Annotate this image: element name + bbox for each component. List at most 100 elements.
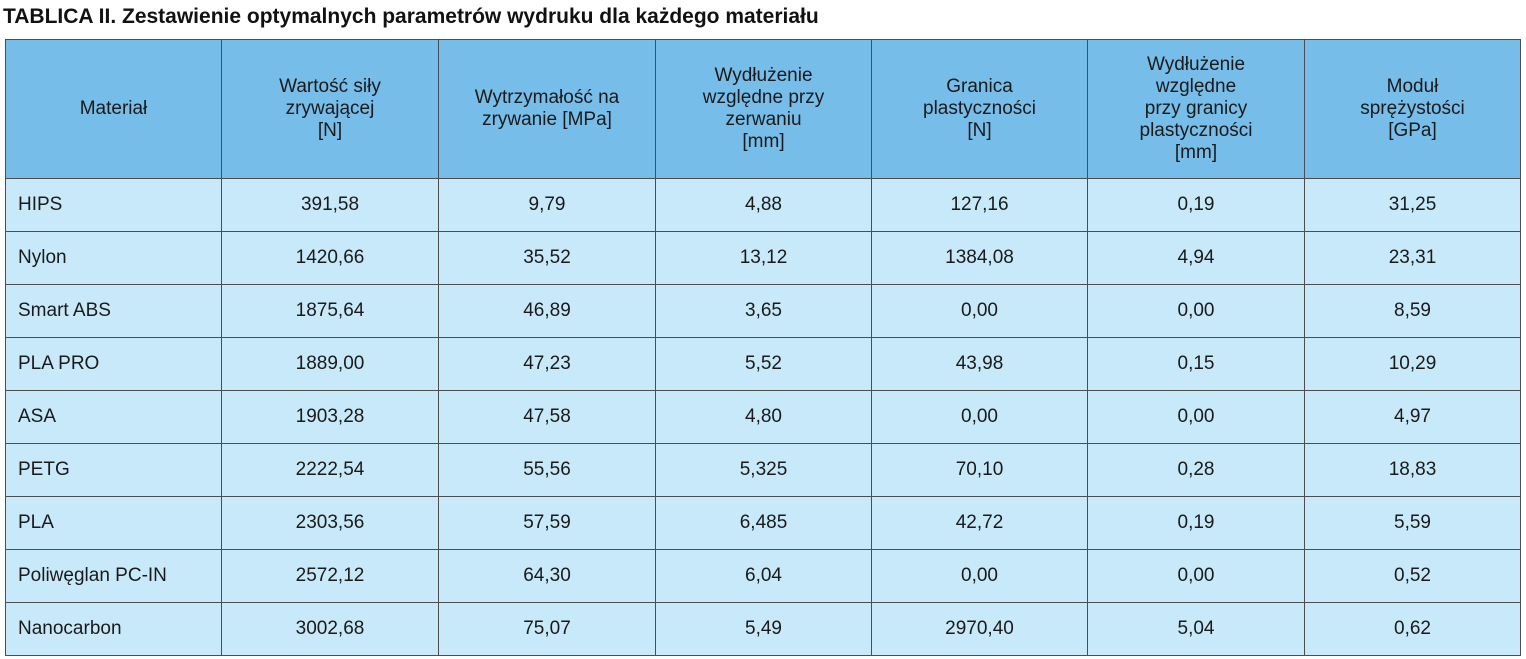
material-name-cell: Nanocarbon xyxy=(5,602,222,656)
header-text: zrywającej xyxy=(285,98,375,119)
table-row: PLA PRO 1889,00 47,23 5,52 43,98 0,15 10… xyxy=(5,337,1521,391)
header-text: względne xyxy=(1155,76,1237,97)
yield-point-cell: 2970,40 xyxy=(871,602,1088,656)
elastic-modulus-cell: 31,25 xyxy=(1304,178,1521,232)
header-text: Wartość siły xyxy=(279,76,381,97)
elongation-at-break-cell: 5,325 xyxy=(655,443,872,497)
tensile-strength-cell: 64,30 xyxy=(438,549,656,603)
yield-point-cell: 0,00 xyxy=(871,284,1088,338)
elongation-at-break-cell: 4,80 xyxy=(655,390,872,444)
header-cell-yield-point: Granica plastyczności [N] xyxy=(871,39,1088,179)
tensile-strength-cell: 9,79 xyxy=(438,178,656,232)
elongation-at-yield-cell: 0,00 xyxy=(1087,284,1305,338)
material-name-cell: HIPS xyxy=(5,178,222,232)
elastic-modulus-cell: 8,59 xyxy=(1304,284,1521,338)
yield-point-cell: 43,98 xyxy=(871,337,1088,391)
header-text: przy granicy xyxy=(1144,98,1248,119)
header-text: [N] xyxy=(317,120,343,141)
elongation-at-yield-cell: 0,19 xyxy=(1087,496,1305,550)
header-text: Granica xyxy=(946,76,1013,97)
breaking-force-cell: 2572,12 xyxy=(221,549,439,603)
yield-point-cell: 127,16 xyxy=(871,178,1088,232)
tensile-strength-cell: 57,59 xyxy=(438,496,656,550)
table-row: Nanocarbon 3002,68 75,07 5,49 2970,40 5,… xyxy=(5,602,1521,656)
tensile-strength-cell: 35,52 xyxy=(438,231,656,285)
tensile-strength-cell: 46,89 xyxy=(438,284,656,338)
header-text: [GPa] xyxy=(1388,120,1437,141)
elastic-modulus-cell: 5,59 xyxy=(1304,496,1521,550)
tensile-strength-cell: 55,56 xyxy=(438,443,656,497)
header-text: [mm] xyxy=(1174,142,1218,163)
header-cell-material: Materiał xyxy=(5,39,222,179)
elongation-at-break-cell: 13,12 xyxy=(655,231,872,285)
breaking-force-cell: 3002,68 xyxy=(221,602,439,656)
breaking-force-cell: 1875,64 xyxy=(221,284,439,338)
header-cell-elongation-at-yield: Wydłużenie względne przy granicy plastyc… xyxy=(1087,39,1305,179)
elastic-modulus-cell: 18,83 xyxy=(1304,443,1521,497)
elastic-modulus-cell: 23,31 xyxy=(1304,231,1521,285)
elongation-at-break-cell: 6,485 xyxy=(655,496,872,550)
header-text: zrywanie [MPa] xyxy=(482,109,612,130)
breaking-force-cell: 1889,00 xyxy=(221,337,439,391)
yield-point-cell: 0,00 xyxy=(871,390,1088,444)
header-text: Moduł xyxy=(1386,76,1439,97)
material-name-cell: Nylon xyxy=(5,231,222,285)
table-row: PETG 2222,54 55,56 5,325 70,10 0,28 18,8… xyxy=(5,443,1521,497)
header-text: Materiał xyxy=(79,98,148,119)
header-text: plastyczności xyxy=(923,98,1036,119)
table-row: PLA 2303,56 57,59 6,485 42,72 0,19 5,59 xyxy=(5,496,1521,550)
table-row: Nylon 1420,66 35,52 13,12 1384,08 4,94 2… xyxy=(5,231,1521,285)
breaking-force-cell: 1903,28 xyxy=(221,390,439,444)
yield-point-cell: 1384,08 xyxy=(871,231,1088,285)
header-row: Materiał Wartość siły zrywającej [N] Wyt… xyxy=(5,39,1521,179)
table-caption: TABLICA II. Zestawienie optymalnych para… xyxy=(3,5,819,28)
elongation-at-break-cell: 4,88 xyxy=(655,178,872,232)
tensile-strength-cell: 75,07 xyxy=(438,602,656,656)
table-row: HIPS 391,58 9,79 4,88 127,16 0,19 31,25 xyxy=(5,178,1521,232)
elongation-at-break-cell: 6,04 xyxy=(655,549,872,603)
header-text: plastyczności xyxy=(1139,120,1253,141)
breaking-force-cell: 391,58 xyxy=(221,178,439,232)
elastic-modulus-cell: 0,52 xyxy=(1304,549,1521,603)
parameters-table: Materiał Wartość siły zrywającej [N] Wyt… xyxy=(5,39,1521,656)
material-name-cell: PLA xyxy=(5,496,222,550)
table-row: Poliwęglan PC-IN 2572,12 64,30 6,04 0,00… xyxy=(5,549,1521,603)
elastic-modulus-cell: 0,62 xyxy=(1304,602,1521,656)
header-text: Wydłużenie xyxy=(714,65,813,86)
elongation-at-yield-cell: 0,00 xyxy=(1087,549,1305,603)
yield-point-cell: 0,00 xyxy=(871,549,1088,603)
breaking-force-cell: 2303,56 xyxy=(221,496,439,550)
elastic-modulus-cell: 10,29 xyxy=(1304,337,1521,391)
elastic-modulus-cell: 4,97 xyxy=(1304,390,1521,444)
header-cell-elongation-at-break: Wydłużenie względne przy zerwaniu [mm] xyxy=(655,39,872,179)
material-name-cell: ASA xyxy=(5,390,222,444)
tensile-strength-cell: 47,58 xyxy=(438,390,656,444)
material-name-cell: Poliwęglan PC-IN xyxy=(5,549,222,603)
elongation-at-yield-cell: 0,15 xyxy=(1087,337,1305,391)
header-cell-tensile-strength: Wytrzymałość na zrywanie [MPa] xyxy=(438,39,656,179)
header-text: sprężystości xyxy=(1360,98,1465,119)
material-name-cell: PETG xyxy=(5,443,222,497)
header-cell-elastic-modulus: Moduł sprężystości [GPa] xyxy=(1304,39,1521,179)
header-text: Wydłużenie xyxy=(1146,54,1246,75)
elongation-at-yield-cell: 5,04 xyxy=(1087,602,1305,656)
elongation-at-break-cell: 5,49 xyxy=(655,602,872,656)
yield-point-cell: 70,10 xyxy=(871,443,1088,497)
breaking-force-cell: 1420,66 xyxy=(221,231,439,285)
header-cell-breaking-force: Wartość siły zrywającej [N] xyxy=(221,39,439,179)
elongation-at-yield-cell: 4,94 xyxy=(1087,231,1305,285)
table-row: ASA 1903,28 47,58 4,80 0,00 0,00 4,97 xyxy=(5,390,1521,444)
header-text: [mm] xyxy=(742,131,785,152)
tensile-strength-cell: 47,23 xyxy=(438,337,656,391)
yield-point-cell: 42,72 xyxy=(871,496,1088,550)
table-row: Smart ABS 1875,64 46,89 3,65 0,00 0,00 8… xyxy=(5,284,1521,338)
header-text: względne przy xyxy=(702,87,825,108)
elongation-at-yield-cell: 0,19 xyxy=(1087,178,1305,232)
header-text: zerwaniu xyxy=(725,109,802,130)
material-name-cell: PLA PRO xyxy=(5,337,222,391)
elongation-at-yield-cell: 0,28 xyxy=(1087,443,1305,497)
material-name-cell: Smart ABS xyxy=(5,284,222,338)
header-text: Wytrzymałość na xyxy=(474,87,620,108)
header-text: [N] xyxy=(967,120,992,141)
breaking-force-cell: 2222,54 xyxy=(221,443,439,497)
